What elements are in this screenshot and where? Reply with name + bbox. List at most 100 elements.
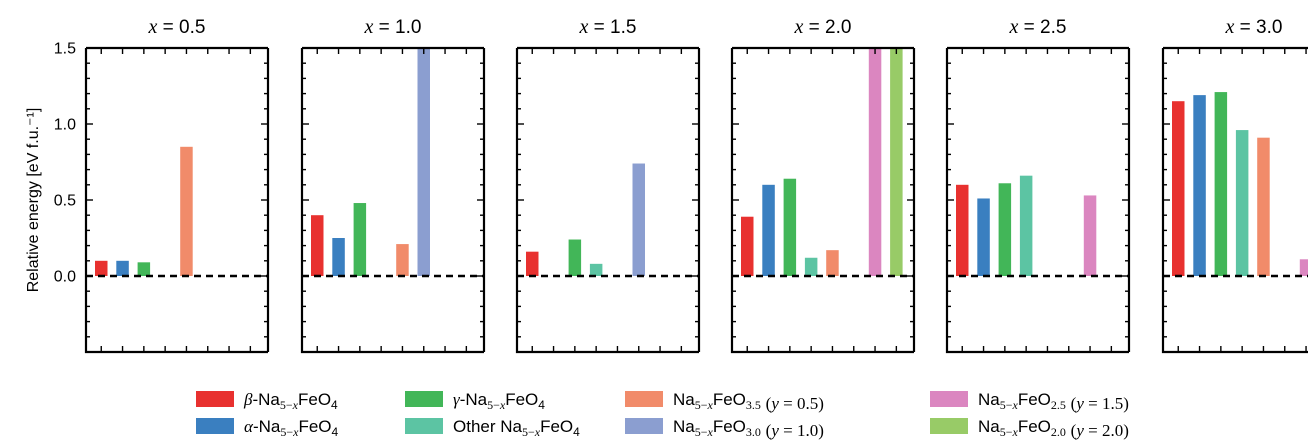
bar-na5-xfeo4 bbox=[332, 238, 345, 276]
legend-swatch bbox=[405, 391, 443, 407]
legend-item-na5-xfeo4: γ-Na5−xFeO4 bbox=[405, 390, 545, 412]
legend-item-na5-xfeo2-0-y-2-0: Na5−xFeO2.0 (y = 2.0) bbox=[930, 417, 1129, 440]
y-ticks bbox=[517, 47, 699, 353]
y-tick-label: 0.5 bbox=[54, 193, 76, 210]
x-ticks bbox=[1177, 48, 1307, 352]
bar-other-na5-xfeo4 bbox=[1235, 130, 1249, 276]
bar-na5-xfeo4 bbox=[526, 251, 539, 276]
panel-title: x = 0.5 bbox=[148, 16, 206, 38]
bar-na5-xfeo4 bbox=[977, 198, 990, 276]
bar-na5-xfeo4 bbox=[762, 184, 775, 276]
panel-x-1-0: x = 1.0 bbox=[300, 16, 486, 354]
bar-na5-xfeo2-5-y-1-5 bbox=[1299, 259, 1308, 276]
x-ticks bbox=[316, 48, 468, 352]
bar-other-na5-xfeo4 bbox=[589, 263, 603, 276]
bar-na5-xfeo4 bbox=[998, 183, 1012, 276]
panel-x-0-5: x = 0.5 0.0 0.5 1.0 1.5 bbox=[54, 16, 270, 354]
y-ticks bbox=[86, 47, 268, 353]
axes-frame bbox=[515, 46, 701, 354]
y-ticks bbox=[947, 47, 1129, 353]
legend-swatch bbox=[625, 391, 663, 407]
bars bbox=[956, 175, 1097, 276]
axes-frame bbox=[1161, 46, 1308, 354]
bar-na5-xfeo4 bbox=[956, 184, 969, 276]
y-ticks bbox=[302, 47, 484, 353]
y-axis-label: Relative energy [eV f.u.⁻¹] bbox=[25, 108, 42, 293]
bar-other-na5-xfeo4 bbox=[1019, 175, 1033, 276]
legend-item-na5-xfeo2-5-y-1-5: Na5−xFeO2.5 (y = 1.5) bbox=[930, 390, 1129, 413]
legend-label: Na5−xFeO2.0 (y = 2.0) bbox=[978, 417, 1129, 440]
axes-frame bbox=[945, 46, 1131, 354]
axes-frame bbox=[730, 46, 916, 354]
legend-item-na5-xfeo4: β-Na5−xFeO4 bbox=[196, 390, 338, 412]
x-ticks bbox=[961, 48, 1113, 352]
bar-na5-xfeo3-5-y-0-5 bbox=[826, 250, 839, 276]
legend-swatch bbox=[930, 391, 968, 407]
panel-title: x = 1.0 bbox=[364, 16, 422, 38]
panel-title: x = 3.0 bbox=[1225, 16, 1283, 38]
panel-title: x = 1.5 bbox=[579, 16, 637, 38]
y-ticks bbox=[1163, 47, 1170, 353]
legend-label: Na5−xFeO3.0 (y = 1.0) bbox=[673, 417, 824, 440]
x-ticks bbox=[100, 48, 252, 352]
bar-na5-xfeo4 bbox=[1172, 101, 1185, 276]
bars bbox=[1172, 92, 1308, 277]
legend-label: β-Na5−xFeO4 bbox=[243, 390, 338, 412]
legend-label: Na5−xFeO3.5 (y = 0.5) bbox=[673, 390, 824, 413]
legend-label: Other Na5−xFeO4 bbox=[453, 417, 580, 439]
bar-na5-xfeo2-0-y-2-0 bbox=[890, 48, 903, 276]
legend-label: γ-Na5−xFeO4 bbox=[453, 390, 545, 412]
panel-x-2-0: x = 2.0 bbox=[730, 16, 916, 354]
bar-na5-xfeo4 bbox=[1193, 95, 1206, 277]
bar-other-na5-xfeo4 bbox=[804, 257, 818, 276]
y-tick-label: 1.0 bbox=[54, 117, 76, 134]
bar-na5-xfeo4 bbox=[311, 215, 324, 276]
y-tick-label: 1.5 bbox=[54, 41, 76, 58]
panels: x = 0.5 0.0 0.5 1.0 1.5 x = 1.0 x = 1.5 x = 2.0… bbox=[54, 16, 1308, 354]
legend: β-Na5−xFeO4 α-Na5−xFeO4 γ-Na5−xFeO4 Other N… bbox=[196, 390, 1129, 440]
bar-na5-xfeo4 bbox=[741, 216, 754, 276]
bar-na5-xfeo4 bbox=[353, 203, 367, 276]
bars bbox=[311, 48, 430, 276]
y-tick-labels: 0.0 0.5 1.0 1.5 bbox=[54, 41, 76, 286]
axes-frame bbox=[84, 46, 270, 354]
bars bbox=[741, 48, 903, 276]
legend-item-na5-xfeo3-0-y-1-0: Na5−xFeO3.0 (y = 1.0) bbox=[625, 417, 824, 440]
legend-swatch bbox=[196, 418, 234, 434]
bar-na5-xfeo4 bbox=[116, 260, 129, 276]
legend-swatch bbox=[196, 391, 234, 407]
bar-na5-xfeo2-5-y-1-5 bbox=[1083, 195, 1097, 276]
bar-na5-xfeo3-5-y-0-5 bbox=[180, 146, 193, 276]
bars bbox=[526, 163, 645, 276]
bar-na5-xfeo4 bbox=[137, 262, 151, 276]
legend-item-na5-xfeo3-5-y-0-5: Na5−xFeO3.5 (y = 0.5) bbox=[625, 390, 824, 413]
legend-item-other-na5-xfeo4: Other Na5−xFeO4 bbox=[405, 417, 580, 439]
x-ticks bbox=[531, 48, 683, 352]
y-tick-label: 0.0 bbox=[54, 269, 76, 286]
panel-x-2-5: x = 2.5 bbox=[945, 16, 1131, 354]
y-ticks bbox=[732, 47, 914, 353]
bar-na5-xfeo3-0-y-1-0 bbox=[417, 48, 430, 276]
bar-na5-xfeo3-5-y-0-5 bbox=[1257, 137, 1270, 276]
bar-na5-xfeo3-5-y-0-5 bbox=[396, 244, 409, 276]
bar-na5-xfeo4 bbox=[95, 260, 108, 276]
panel-x-3-0: x = 3.0 bbox=[1161, 16, 1308, 354]
y-axis-title: Relative energy [eV f.u.⁻¹] bbox=[25, 108, 42, 293]
bar-na5-xfeo3-0-y-1-0 bbox=[632, 163, 645, 276]
axes-frame bbox=[300, 46, 486, 354]
legend-label: α-Na5−xFeO4 bbox=[244, 417, 339, 439]
legend-item-na5-xfeo4: α-Na5−xFeO4 bbox=[196, 417, 339, 439]
bars bbox=[95, 146, 193, 276]
bar-na5-xfeo4 bbox=[568, 239, 582, 276]
bar-na5-xfeo4 bbox=[1214, 92, 1228, 276]
bar-na5-xfeo4 bbox=[783, 178, 797, 276]
panel-x-1-5: x = 1.5 bbox=[515, 16, 701, 354]
panel-title: x = 2.5 bbox=[1009, 16, 1067, 38]
legend-swatch bbox=[625, 418, 663, 434]
panel-title: x = 2.0 bbox=[794, 16, 852, 38]
bar-na5-xfeo2-5-y-1-5 bbox=[868, 48, 882, 276]
legend-swatch bbox=[930, 418, 968, 434]
legend-swatch bbox=[405, 418, 443, 434]
legend-label: Na5−xFeO2.5 (y = 1.5) bbox=[978, 390, 1129, 413]
